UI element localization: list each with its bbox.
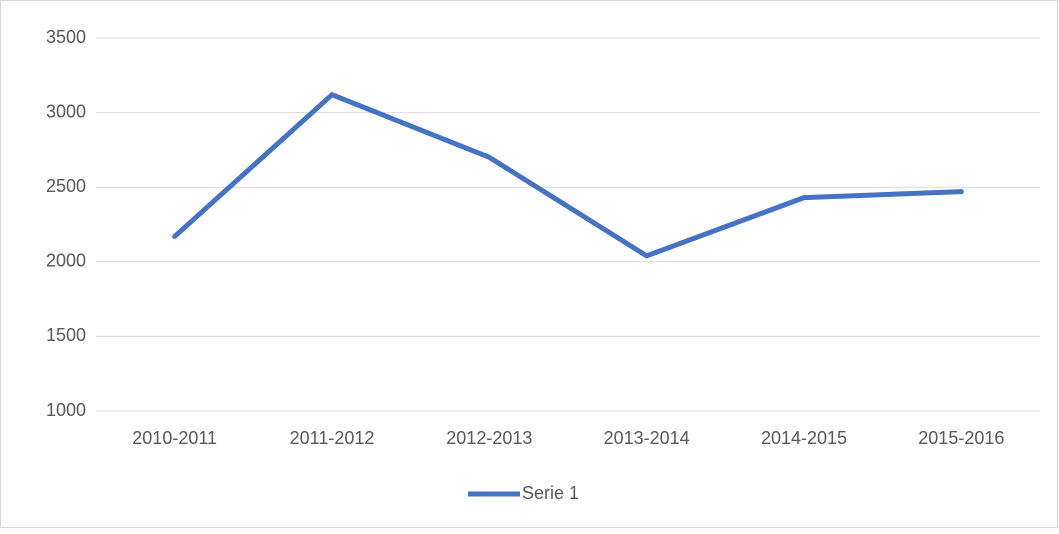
y-tick-label: 1000 [46, 400, 86, 420]
x-tick-label: 2014-2015 [761, 428, 847, 448]
x-tick-label: 2013-2014 [604, 428, 690, 448]
line-series [172, 92, 964, 259]
y-tick-label: 2500 [46, 176, 86, 196]
y-tick-label: 3000 [46, 101, 86, 121]
x-tick-label: 2015-2016 [918, 428, 1004, 448]
y-tick-label: 2000 [46, 251, 86, 271]
x-tick-label: 2011-2012 [290, 428, 375, 448]
y-tick-label: 1500 [46, 325, 86, 345]
x-tick-label: 2012-2013 [446, 428, 532, 448]
legend-label: Serie 1 [522, 483, 579, 503]
y-tick-label: 3500 [46, 27, 86, 47]
x-tick-label: 2010-2011 [132, 428, 217, 448]
